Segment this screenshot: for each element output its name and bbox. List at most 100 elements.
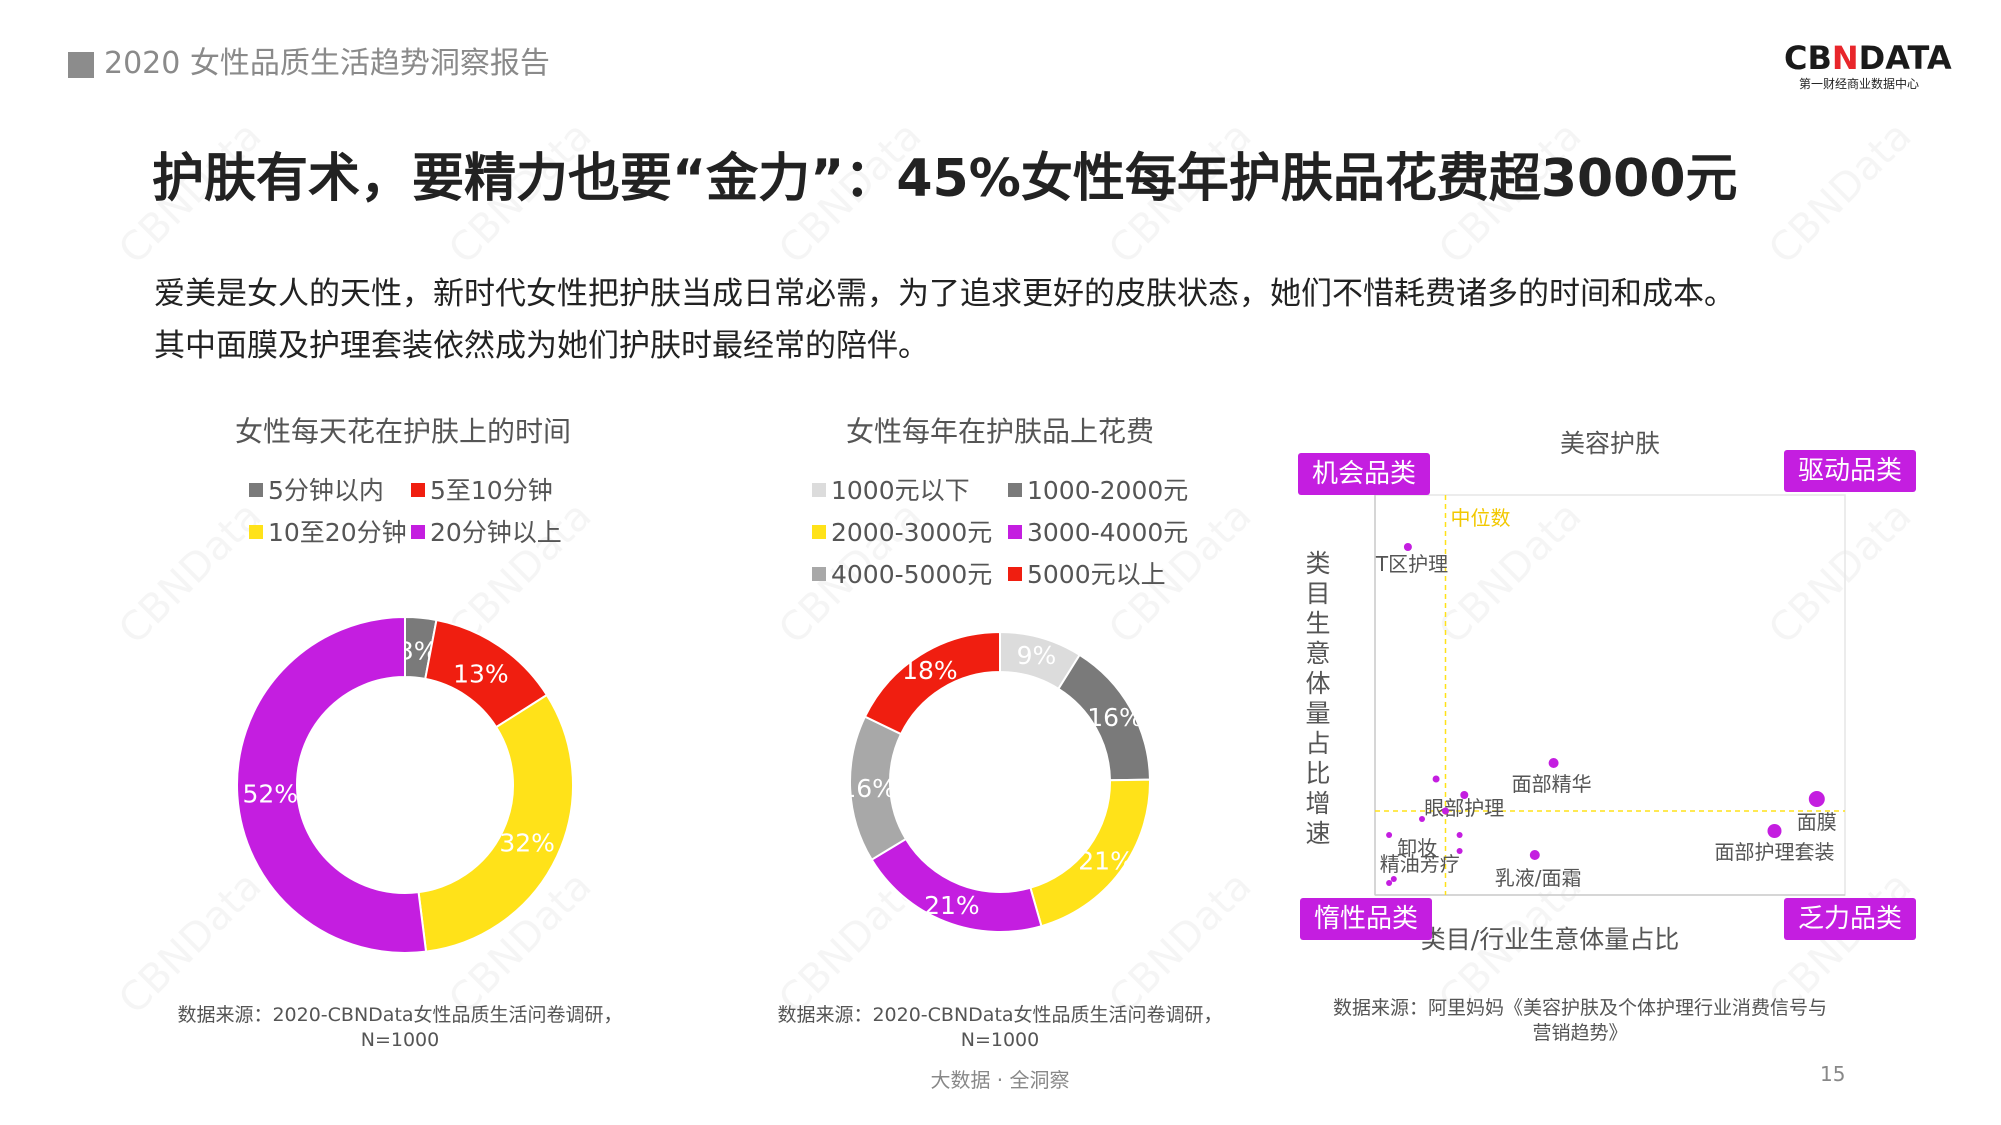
logo-subtitle: 第一财经商业数据中心 [1798,77,1919,91]
chart2-source-line2: N=1000 [960,1029,1040,1051]
scatter-point [1548,758,1559,768]
scatter-title: 美容护肤 [1560,429,1660,458]
scatter-point-label: 卸妆 [1397,836,1437,860]
chart2-legend-label: 5000元以上 [1027,560,1166,589]
chart2-legend-item: 2000-3000元 [812,517,992,549]
chart1-source-line1: 数据来源：2020-CBNData女性品质生活问卷调研， [177,1004,623,1026]
chart1-slice-label: 13% [453,659,509,688]
chart2-legend-swatch [812,525,826,539]
report-title: 2020 女性品质生活趋势洞察报告 [104,46,550,81]
scatter-point-label: 面膜 [1797,810,1837,834]
scatter-point [1390,876,1397,882]
logo-wordmark: CBNDATA [1784,39,1952,77]
scatter-point-label: 面部护理套装 [1715,840,1835,864]
chart3-source: 数据来源：阿里妈妈《美容护肤及个体护理行业消费信号与 营销趋势》 [1310,996,1850,1046]
chart2-legend-item: 1000-2000元 [1008,475,1188,507]
scatter-point [1460,791,1469,799]
scatter-point-label: 眼部护理 [1424,796,1504,820]
scatter-point-label: 乳液/面霜 [1495,866,1582,890]
chart2-legend-label: 2000-3000元 [831,518,993,547]
quadrant-top-right-badge: 驱动品类 [1784,450,1917,492]
chart1-source-line2: N=1000 [360,1029,440,1051]
scatter-x-label: 类目/行业生意体量占比 [1421,925,1679,954]
chart2-legend-label: 1000元以下 [831,476,970,505]
logo-text-x: N [1831,39,1859,77]
chart1-slice-label: 52% [242,779,298,808]
scatter-point [1432,775,1440,783]
footer-slogan: 大数据 · 全洞察 [930,1068,1070,1092]
chart1-legend-item: 5分钟以内 [249,475,384,507]
chart1-title: 女性每天花在护肤上的时间 [234,415,571,448]
chart2-slice-label: 16% [840,774,896,803]
chart1-slice-label: 32% [499,828,555,857]
chart2-legend-label: 3000-4000元 [1027,518,1189,547]
chart1-legend-swatch [411,525,425,539]
scatter-point [1386,880,1393,886]
chart2-slice-label: 9% [1017,641,1057,670]
page-subtitle: 爱美是女人的天性，新时代女性把护肤当成日常必需，为了追求更好的皮肤状态，她们不惜… [154,268,1934,372]
chart2-slice-label: 16% [1087,703,1143,732]
chart2-legend-swatch [1008,567,1022,581]
quadrant-bottom-right-badge: 乏力品类 [1784,898,1917,940]
watermark-text: CBNData [1760,112,1921,274]
chart1-legend-item: 20分钟以上 [411,517,562,549]
scatter-point-label: 精油芳疗 [1380,852,1460,876]
chart1-legend-label: 10至20分钟 [268,518,407,547]
scatter-point [1456,848,1463,854]
logo-text-left: CB [1784,39,1832,77]
logo-text-right: DATA [1858,39,1952,77]
subtitle-line-1: 爱美是女人的天性，新时代女性把护肤当成日常必需，为了追求更好的皮肤状态，她们不惜… [154,276,1735,312]
chart1-legend-label: 5至10分钟 [430,476,553,505]
scatter-point-label: T区护理 [1375,552,1448,576]
chart2-legend-label: 4000-5000元 [831,560,993,589]
chart1-legend-label: 20分钟以上 [430,518,562,547]
chart1-legend-item: 10至20分钟 [249,517,407,549]
chart1-legend-swatch [411,483,425,497]
scatter-point [1808,791,1825,807]
scatter-point [1456,832,1463,838]
chart1-slice [236,615,428,954]
chart2-slice-label: 21% [924,891,980,920]
header-square-icon [68,52,94,78]
chart3-source-line2: 营销趋势》 [1532,1022,1628,1044]
chart2-legend-item: 4000-5000元 [812,559,992,591]
scatter-point [1767,824,1782,838]
chart2-legend-item: 1000元以下 [812,475,970,507]
scatter-point [1442,807,1449,815]
chart2-donut: 9% 16% 21% 21% 16% 18% [840,630,1151,933]
chart1-donut: 3%13%32%52% [236,615,574,954]
scatter-point-label: 面部精华 [1512,772,1592,796]
page-number: 15 [1820,1062,1846,1086]
chart2-slice-label: 21% [1078,847,1134,876]
scatter-point [1386,832,1393,838]
chart2-slice [863,630,1001,736]
chart2-slice-label: 18% [902,656,958,685]
chart1-legend-item: 5至10分钟 [411,475,553,507]
chart1-slice [417,693,574,953]
scatter-point [1419,816,1425,822]
chart2-legend-swatch [812,483,826,497]
chart2-source: 数据来源：2020-CBNData女性品质生活问卷调研， N=1000 [740,1003,1260,1053]
quadrant-bottom-left-badge: 惰性品类 [1300,898,1433,940]
page-title: 护肤有术，要精力也要“金力”：45%女性每年护肤品花费超3000元 [152,149,1738,209]
quadrant-top-left-badge: 机会品类 [1298,453,1431,495]
cbndata-logo: CBNDATA 第一财经商业数据中心 [1784,39,1952,92]
chart2-legend-swatch [1008,483,1022,497]
scatter-point [1403,543,1412,551]
chart1-legend-swatch [249,483,263,497]
chart1-legend-label: 5分钟以内 [268,476,384,505]
chart2-legend-swatch [812,567,826,581]
chart1-legend-swatch [249,525,263,539]
subtitle-line-2: 其中面膜及护理套装依然成为她们护肤时最经常的陪伴。 [154,328,929,364]
chart2-legend-item: 5000元以上 [1008,559,1166,591]
chart2-title: 女性每年在护肤品上花费 [845,415,1154,448]
chart2-source-line1: 数据来源：2020-CBNData女性品质生活问卷调研， [777,1004,1223,1026]
chart1-source: 数据来源：2020-CBNData女性品质生活问卷调研， N=1000 [140,1003,660,1053]
chart2-legend-item: 3000-4000元 [1008,517,1188,549]
scatter-y-label: 类目生意体量占比增速 [1305,549,1330,848]
scatter-median-label: 中位数 [1451,506,1511,530]
chart2-legend-label: 1000-2000元 [1027,476,1189,505]
chart3-source-line1: 数据来源：阿里妈妈《美容护肤及个体护理行业消费信号与 [1332,997,1827,1019]
chart2-legend-swatch [1008,525,1022,539]
